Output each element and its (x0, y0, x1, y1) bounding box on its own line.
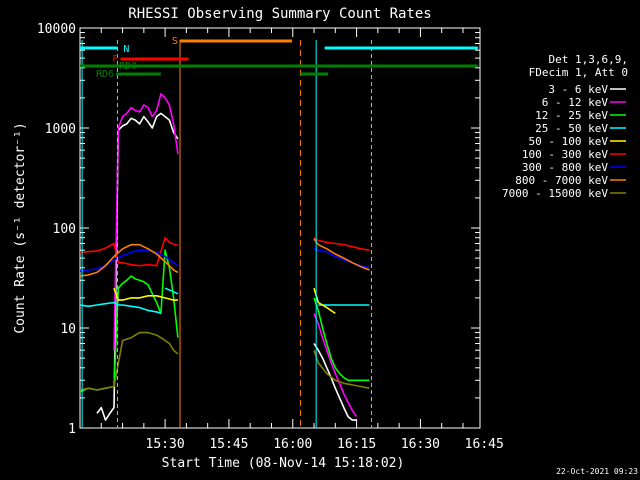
series-line (113, 93, 179, 351)
legend-entry-label: 3 - 6 keV (548, 83, 608, 96)
night-flag-label: N (123, 44, 129, 55)
legend-entry-label: 6 - 12 keV (542, 96, 609, 109)
legend-entry-label: 50 - 100 keV (529, 135, 609, 148)
y-tick-label: 100 (53, 222, 76, 237)
x-tick-label: 16:15 (337, 437, 376, 452)
legend-entry-label: 7000 - 15000 keV (502, 187, 608, 200)
chart-title: RHESSI Observing Summary Count Rates (128, 6, 431, 22)
x-tick-label: 16:45 (465, 437, 504, 452)
y-tick-labels: 1 10 100 1000 10000 (37, 22, 76, 437)
series-layer (79, 93, 370, 421)
series-line (313, 238, 370, 271)
x-axis-label: Start Time (08-Nov-14 15:18:02) (162, 456, 405, 471)
y-tick-label: 10000 (37, 22, 76, 37)
legend-entry-label: 300 - 800 keV (522, 161, 608, 174)
series-line (313, 313, 358, 418)
y-tick-label: 10 (60, 322, 76, 337)
series-line (79, 236, 179, 267)
series-line (79, 243, 179, 277)
timestamp: 22-Oct-2021 09:23 (556, 467, 638, 476)
series-line (79, 249, 179, 272)
flare-flag-label: F (112, 54, 118, 65)
legend-entry-label: 12 - 25 keV (535, 109, 608, 122)
rd6-flag-label: RD6 (96, 69, 114, 80)
legend-header-line: Det 1,3,6,9, (549, 53, 628, 66)
legend-entry-label: 100 - 300 keV (522, 148, 608, 161)
series-line (313, 349, 370, 389)
series-line (96, 112, 179, 421)
x-tick-label: 15:30 (146, 437, 185, 452)
y-tick-label: 1000 (45, 122, 76, 137)
series-line (113, 287, 178, 301)
series-line (79, 331, 179, 391)
x-tick-label: 16:30 (401, 437, 440, 452)
saa-flag-label: S (172, 36, 178, 47)
y-axis-label: Count Rate (s⁻¹ detector⁻¹) (13, 122, 28, 333)
legend-entry-label: 800 - 7000 keV (515, 174, 608, 187)
series-line (313, 237, 370, 251)
rd0-flag-label: RD0 (119, 61, 137, 72)
series-line (164, 287, 179, 295)
legend-entry-label: 25 - 50 keV (535, 122, 608, 135)
x-tick-label: 15:45 (209, 437, 248, 452)
legend-header-line: FDecim 1, Att 0 (529, 66, 628, 79)
series-line (313, 343, 357, 421)
series-line (79, 301, 162, 315)
series-line (313, 297, 370, 382)
x-tick-labels: 15:30 15:45 16:00 16:15 16:30 16:45 (146, 437, 504, 452)
y-tick-label: 1 (68, 422, 76, 437)
x-tick-label: 16:00 (273, 437, 312, 452)
